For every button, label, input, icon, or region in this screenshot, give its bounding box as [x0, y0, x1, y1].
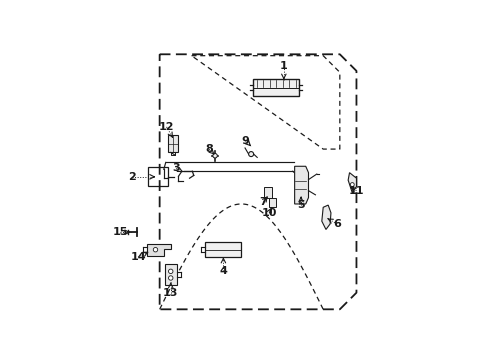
Bar: [168, 135, 178, 152]
Circle shape: [213, 153, 217, 158]
Text: 11: 11: [349, 186, 364, 196]
Text: 5: 5: [297, 199, 305, 210]
Polygon shape: [322, 205, 331, 229]
Text: 1: 1: [280, 61, 288, 71]
Circle shape: [153, 247, 158, 252]
Text: 6: 6: [333, 219, 341, 229]
Text: 10: 10: [262, 208, 277, 218]
FancyBboxPatch shape: [205, 242, 242, 257]
Text: 8: 8: [205, 144, 213, 154]
Text: 4: 4: [220, 266, 227, 276]
Text: 15: 15: [113, 227, 128, 237]
Circle shape: [350, 183, 354, 186]
FancyBboxPatch shape: [253, 79, 299, 96]
Circle shape: [169, 269, 173, 274]
Bar: [165, 264, 177, 285]
Polygon shape: [348, 173, 356, 193]
Text: 7: 7: [260, 197, 268, 207]
Text: 13: 13: [163, 288, 178, 298]
Circle shape: [169, 276, 173, 280]
Circle shape: [248, 152, 254, 157]
Bar: [270, 198, 276, 207]
Text: 9: 9: [242, 136, 249, 146]
Text: 3: 3: [172, 163, 180, 174]
Text: 14: 14: [130, 252, 146, 262]
Text: 2: 2: [128, 172, 136, 182]
Bar: [265, 187, 272, 198]
Text: 12: 12: [159, 122, 174, 132]
Bar: [148, 167, 168, 186]
Polygon shape: [294, 166, 309, 204]
Polygon shape: [147, 244, 171, 256]
